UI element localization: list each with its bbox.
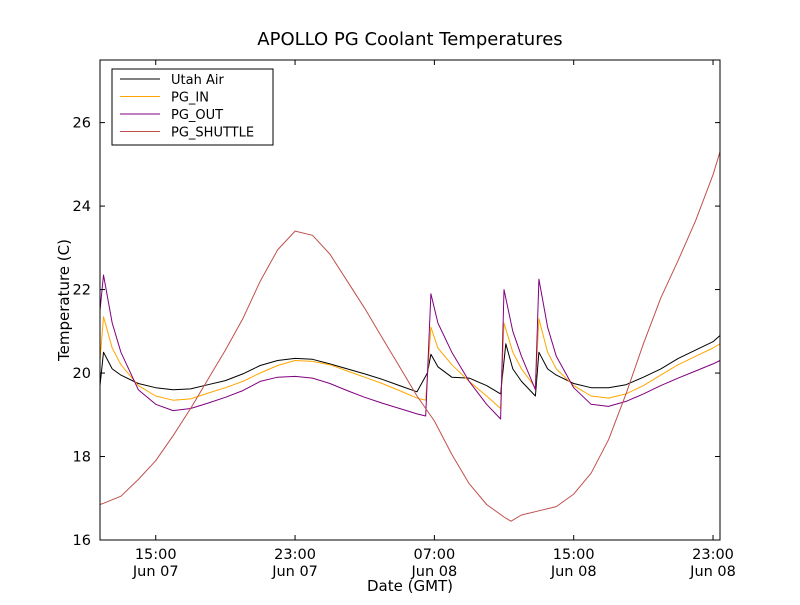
legend-label-pg-shuttle: PG_SHUTTLE [171, 126, 254, 141]
x-tick-date-label: Jun 08 [550, 564, 597, 580]
y-tick-label: 22 [73, 283, 91, 299]
x-tick-time-label: 23:00 [692, 547, 734, 563]
legend-box [111, 68, 274, 146]
series-line-pg-out [99, 274, 721, 420]
x-tick-date-label: Jun 08 [411, 564, 458, 580]
series-layer [99, 151, 721, 522]
legend-label-pg-in: PG_IN [171, 91, 209, 106]
y-tick-label: 24 [73, 199, 91, 215]
x-tick-date-label: Jun 08 [689, 564, 736, 580]
x-axis-label: Date (GMT) [367, 577, 453, 595]
x-tick-date-label: Jun 07 [271, 564, 318, 580]
chart-title: APOLLO PG Coolant Temperatures [257, 29, 562, 50]
series-line-pg-shuttle [99, 151, 721, 522]
x-tick-date-label: Jun 07 [132, 564, 179, 580]
plot-border [99, 59, 721, 541]
x-tick-time-label: 23:00 [274, 547, 316, 563]
series-line-pg-in [99, 316, 721, 409]
series-line-utah-air [99, 335, 721, 397]
legend: Utah Air PG_IN PG_OUT PG_SHUTTLE [111, 68, 274, 146]
x-tick-time-label: 15:00 [553, 547, 595, 563]
legend-label-pg-out: PG_OUT [171, 108, 223, 123]
y-tick-label: 18 [73, 450, 91, 466]
y-axis-label: Temperature (C) [55, 239, 73, 362]
legend-label-utah-air: Utah Air [171, 73, 224, 88]
y-tick-label: 26 [73, 116, 91, 132]
x-tick-time-label: 15:00 [135, 547, 177, 563]
y-tick-label: 16 [73, 533, 91, 549]
x-tick-time-label: 07:00 [413, 547, 455, 563]
y-tick-label: 20 [73, 366, 91, 382]
